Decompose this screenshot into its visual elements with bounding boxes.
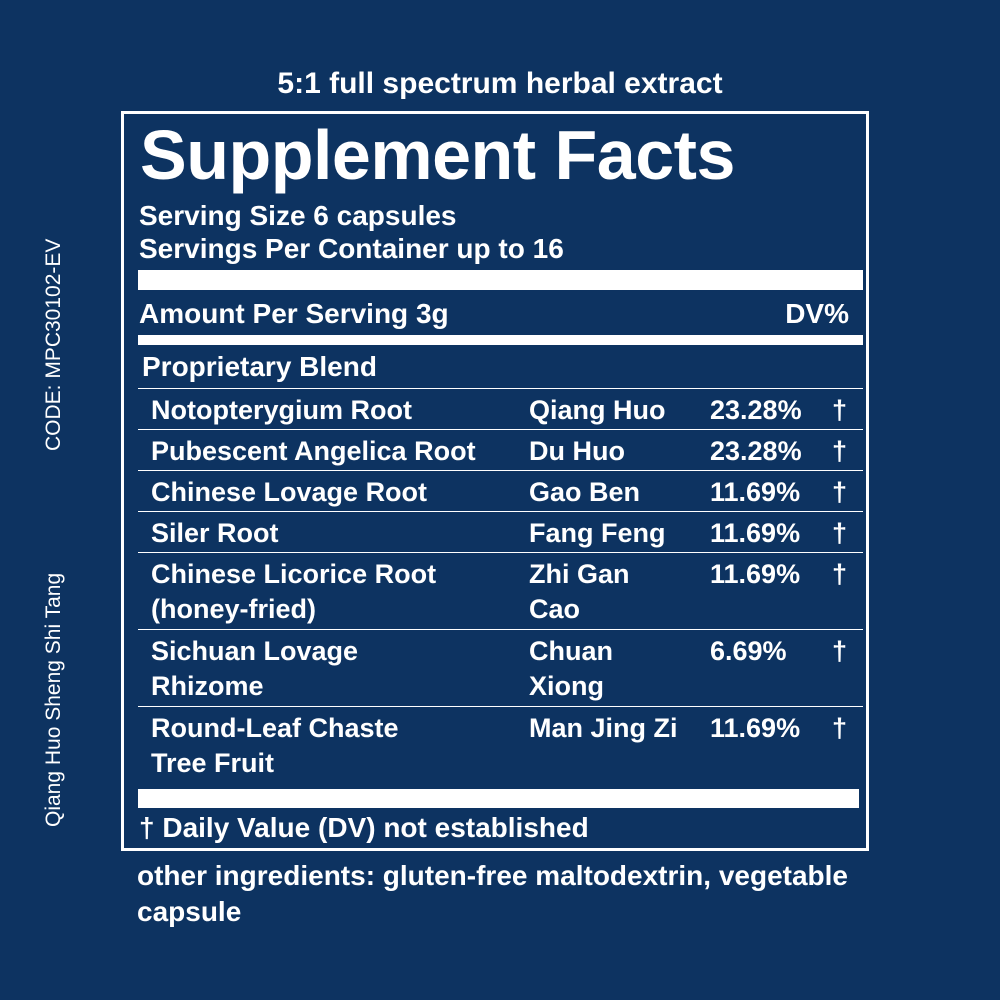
divider-bottom bbox=[138, 789, 859, 808]
serving-size: Serving Size 6 capsules bbox=[139, 200, 457, 231]
dagger-mark: † bbox=[832, 477, 848, 507]
ingredient-name: Siler Root bbox=[151, 518, 279, 548]
ingredient-pinyin: Qiang Huo bbox=[529, 395, 666, 425]
dagger-mark: † bbox=[832, 636, 848, 666]
ingredient-percent: 23.28% bbox=[710, 436, 802, 466]
supplement-facts-panel: Supplement Facts Serving Size 6 capsules… bbox=[121, 111, 869, 851]
table-row: Pubescent Angelica Root Du Huo 23.28% † bbox=[138, 430, 863, 471]
ingredient-percent: 11.69% bbox=[710, 477, 801, 507]
ingredient-percent: 11.69% bbox=[710, 713, 801, 743]
ingredient-pinyin: Man Jing Zi bbox=[529, 713, 678, 743]
ingredient-name: Round-Leaf Chaste Tree Fruit bbox=[151, 713, 399, 778]
facts-title: Supplement Facts bbox=[140, 116, 735, 194]
ingredient-percent: 11.69% bbox=[710, 518, 801, 548]
ingredient-name: Sichuan Lovage Rhizome bbox=[151, 636, 359, 701]
table-row: Round-Leaf Chaste Tree Fruit Man Jing Zi… bbox=[138, 707, 863, 784]
ingredient-pinyin: Du Huo bbox=[529, 436, 625, 466]
ingredient-pinyin: Chuan Xiong bbox=[529, 636, 613, 701]
table-row: Notopterygium Root Qiang Huo 23.28% † bbox=[138, 389, 863, 430]
dagger-mark: † bbox=[832, 395, 848, 425]
product-code: CODE: MPC30102-EV bbox=[42, 238, 65, 451]
ingredient-percent: 6.69% bbox=[710, 636, 787, 666]
dagger-mark: † bbox=[832, 436, 848, 466]
tagline: 5:1 full spectrum herbal extract bbox=[277, 67, 723, 100]
ingredient-table: Notopterygium Root Qiang Huo 23.28% † Pu… bbox=[138, 388, 863, 784]
table-row: Chinese Licorice Root (honey-fried) Zhi … bbox=[138, 553, 863, 630]
table-row: Chinese Lovage Root Gao Ben 11.69% † bbox=[138, 471, 863, 512]
ingredient-pinyin: Fang Feng bbox=[529, 518, 666, 548]
table-row: Siler Root Fang Feng 11.69% † bbox=[138, 512, 863, 553]
other-ingredients: other ingredients: gluten-free maltodext… bbox=[137, 860, 849, 927]
amount-per-serving: Amount Per Serving 3g bbox=[139, 298, 449, 329]
proprietary-blend-label: Proprietary Blend bbox=[142, 351, 377, 382]
dv-footnote: † Daily Value (DV) not established bbox=[139, 812, 589, 843]
ingredient-pinyin: Zhi Gan Cao bbox=[529, 559, 630, 624]
table-row: Sichuan Lovage Rhizome Chuan Xiong 6.69%… bbox=[138, 630, 863, 707]
ingredient-percent: 23.28% bbox=[710, 395, 802, 425]
dv-header: DV% bbox=[785, 298, 849, 329]
ingredient-name: Notopterygium Root bbox=[151, 395, 412, 425]
product-name: Qiang Huo Sheng Shi Tang bbox=[42, 572, 65, 827]
dagger-mark: † bbox=[832, 518, 848, 548]
ingredient-pinyin: Gao Ben bbox=[529, 477, 641, 507]
dagger-mark: † bbox=[832, 559, 848, 589]
divider-medium bbox=[138, 335, 863, 345]
ingredient-name: Chinese Licorice Root (honey-fried) bbox=[151, 559, 437, 624]
dagger-mark: † bbox=[832, 713, 848, 743]
servings-per-container: Servings Per Container up to 16 bbox=[139, 233, 564, 264]
ingredient-name: Pubescent Angelica Root bbox=[151, 436, 476, 466]
ingredient-percent: 11.69% bbox=[710, 559, 801, 589]
divider-thick bbox=[138, 270, 863, 290]
ingredient-name: Chinese Lovage Root bbox=[151, 477, 428, 507]
